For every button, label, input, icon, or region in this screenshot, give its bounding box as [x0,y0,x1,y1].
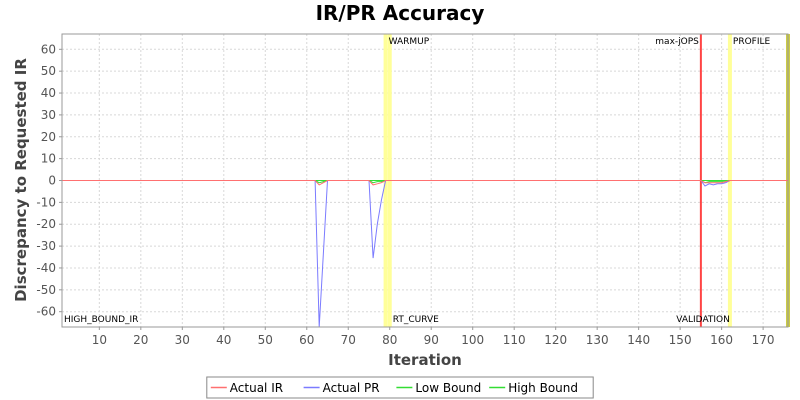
legend-label: High Bound [508,381,578,395]
x-tick-label: 80 [382,333,397,347]
legend: Actual IR Actual PR Low Bound High Bound [206,376,594,399]
x-axis-label: Iteration [388,351,462,369]
legend-label: Low Bound [415,381,481,395]
marker-label: VALIDATION [676,315,730,325]
corner-label: HIGH_BOUND_IR [64,315,138,325]
y-tick-label: -60 [36,305,56,319]
y-ticks: 60 50 40 30 20 10 0 -10 -20 -30 -40 -50 -60 [36,42,62,319]
x-tick-label: 10 [92,333,107,347]
series-line-actual-ir [62,180,788,186]
x-tick-label: 50 [258,333,273,347]
x-tick-label: 30 [175,333,190,347]
y-tick-label: 0 [48,174,56,188]
y-tick-label: 10 [41,152,56,166]
x-tick-label: 100 [461,333,484,347]
x-tick-label: 120 [544,333,567,347]
marker-label: RT_CURVE [393,315,439,325]
chart-title: IR/PR Accuracy [316,1,485,25]
y-tick-label: -30 [36,239,56,253]
y-tick-label: 60 [41,42,56,56]
y-tick-label: 20 [41,130,56,144]
marker-labels: WARMUP RT_CURVE max-jOPS VALIDATION PROFILE H… [64,37,771,325]
legend-label: Actual PR [323,381,380,395]
x-tick-label: 140 [627,333,650,347]
y-tick-label: 40 [41,86,56,100]
marker-label: max-jOPS [655,37,699,47]
y-tick-label: -10 [36,195,56,209]
y-tick-label: -40 [36,261,56,275]
y-tick-label: 50 [41,64,56,78]
x-tick-label: 150 [669,333,692,347]
x-tick-label: 60 [299,333,314,347]
series-lines [62,180,788,328]
x-tick-label: 20 [133,333,148,347]
x-tick-label: 130 [586,333,609,347]
y-tick-label: -50 [36,283,56,297]
x-tick-label: 90 [424,333,439,347]
x-tick-label: 70 [341,333,356,347]
y-axis-label: Discrepancy to Requested IR [12,58,30,302]
y-tick-label: -20 [36,217,56,231]
y-tick-label: 30 [41,108,56,122]
marker-label: WARMUP [389,37,430,47]
x-tick-label: 170 [752,333,775,347]
grid [62,34,788,327]
legend-label: Actual IR [230,381,283,395]
x-tick-label: 110 [503,333,526,347]
x-tick-label: 160 [710,333,733,347]
marker-label: PROFILE [733,37,771,47]
x-tick-label: 40 [216,333,231,347]
x-ticks: 10 20 30 40 50 60 70 80 90 100 110 120 130 140 150 160 1… [92,327,775,347]
